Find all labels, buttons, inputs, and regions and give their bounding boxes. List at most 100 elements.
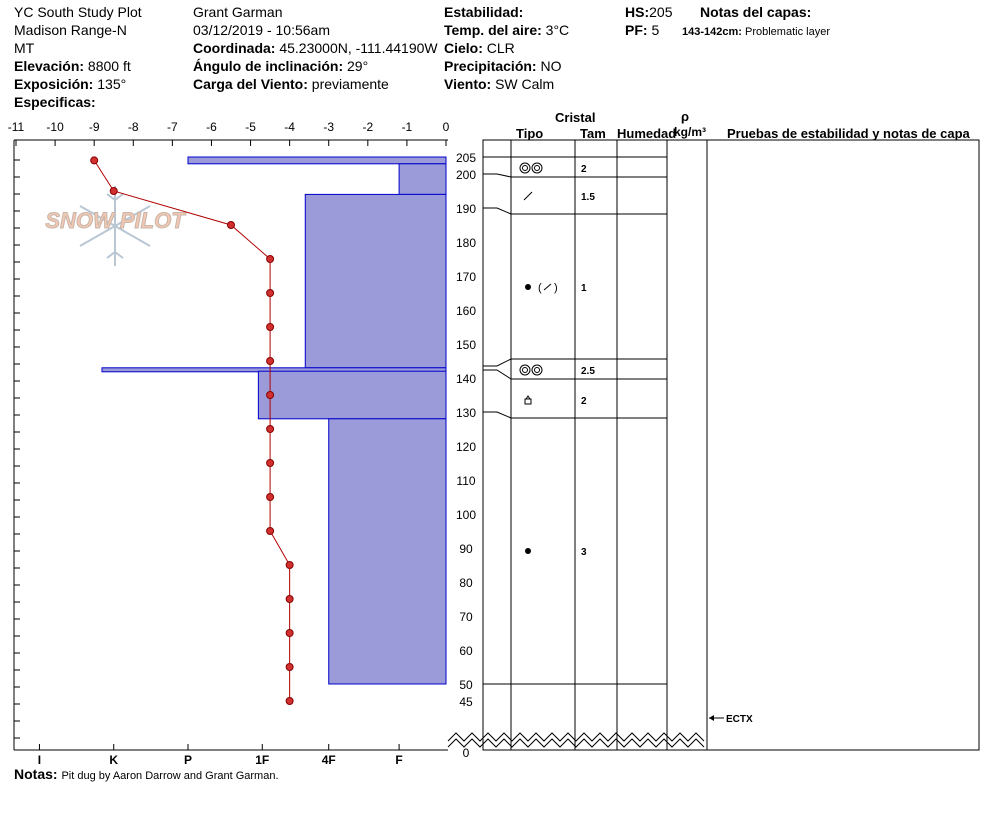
temp-tick-label: -11 [8, 120, 25, 134]
temperature-point [266, 425, 275, 433]
grain-round-dot-icon [525, 548, 531, 554]
notes: Notas: Pit dug by Aaron Darrow and Grant… [14, 766, 279, 785]
sky-row: Cielo: CLR [444, 40, 515, 57]
hardness-tick-label: K [109, 753, 118, 767]
temperature-point [266, 255, 275, 263]
notes-text: Pit dug by Aaron Darrow and Grant Garman… [61, 770, 279, 782]
tests-header: Pruebas de estabilidad y notas de capa [727, 126, 970, 141]
pf-label: PF: [625, 22, 648, 38]
air-temp-row: Temp. del aire: 3°C [444, 22, 569, 39]
hardness-bar [257, 370, 447, 420]
temperature-point [285, 561, 294, 569]
height-tick-label: 45 [459, 695, 473, 709]
height-tick-label: 50 [459, 678, 473, 692]
height-tick-label: 190 [456, 202, 476, 216]
hardness-tick-label: P [184, 753, 192, 767]
air-temp-label: Temp. del aire: [444, 22, 542, 38]
scale-break-zigzag [447, 738, 705, 748]
height-tick-label: 90 [459, 542, 473, 556]
hardness-bar [398, 163, 447, 195]
height-tick-label: 110 [456, 474, 475, 488]
rounds-inner-ring [522, 165, 528, 171]
hs-value: 205 [649, 4, 673, 20]
hardness-bar [328, 418, 447, 685]
grain-rounded-decomposing-icon: () [525, 282, 558, 294]
temp-tick-label: -9 [89, 120, 100, 134]
density-unit-header: kg/m³ [674, 125, 707, 139]
elevation-value: 8800 ft [87, 58, 131, 74]
height-tick-label: 205 [456, 151, 476, 165]
height-tick-label: 150 [456, 338, 476, 352]
height-tick-label: 60 [459, 644, 473, 658]
height-tick-label: 200 [456, 168, 476, 182]
aspect-label: Exposición: [14, 76, 94, 92]
round-dot [525, 284, 531, 290]
rounds-outer-ring [531, 364, 543, 376]
specifics-label: Especificas: [14, 94, 96, 110]
height-tick-label: 130 [456, 406, 476, 420]
pf-value: 5 [651, 22, 660, 38]
elevation-label: Elevación: [14, 58, 85, 74]
observation-datetime: 03/12/2019 - 10:56am [193, 22, 330, 38]
round-dot [525, 548, 531, 554]
hs-label: HS: [625, 4, 650, 20]
notes-label: Notas: [14, 766, 58, 782]
height-tick-label: 80 [459, 576, 473, 590]
hardness-tick-label: F [395, 753, 402, 767]
temp-tick-label: -10 [46, 120, 64, 134]
rho-header: ρ [681, 109, 690, 124]
test-arrow-head [709, 715, 714, 721]
range-name: Madison Range-N [14, 22, 127, 38]
temperature-point [285, 629, 294, 637]
temperature-point [266, 357, 275, 365]
temp-tick-label: -8 [128, 120, 139, 134]
slope-value: 29° [347, 58, 369, 74]
height-tick-label: 170 [456, 270, 476, 284]
observer-name: Grant Garman [193, 4, 283, 20]
height-tick-label: 160 [456, 304, 476, 318]
temp-tick-label: -6 [206, 120, 217, 134]
grain-decomposing-icon [523, 191, 533, 201]
snowflake-icon [79, 186, 151, 266]
grain-size-label: 2.5 [581, 366, 595, 377]
temperature-profile-line [93, 160, 291, 701]
hardness-tick-label: 1F [255, 753, 269, 767]
rounds-outer-ring [519, 162, 531, 174]
layer-connector [483, 358, 512, 367]
temperature-point [266, 289, 275, 297]
layer-connector [483, 173, 512, 178]
temp-tick-label: -3 [323, 120, 334, 134]
crystal-header: Cristal [555, 110, 596, 125]
elevation-row: Elevación: 8800 ft [14, 58, 131, 75]
coordinate-row: Coordinada: 45.23000N, -111.44190W [193, 40, 438, 57]
slope-row: Ángulo de inclinación: 29° [193, 58, 368, 75]
layer-connector [483, 369, 512, 380]
grain-rounds-icon [519, 364, 543, 376]
rounds-inner-ring [522, 367, 528, 373]
paren-left-glyph: ( [538, 282, 542, 294]
hs-row: HS:205 [625, 4, 672, 21]
rounds-inner-ring [534, 165, 540, 171]
grain-size-label: 3 [581, 547, 587, 558]
grain-faceted-icon [524, 395, 532, 405]
temperature-point [266, 391, 275, 399]
temperature-point [90, 156, 99, 165]
sky-label: Cielo: [444, 40, 483, 56]
size-header: Tam [580, 126, 606, 141]
temperature-point [109, 187, 118, 195]
height-tick-label: 120 [456, 440, 476, 454]
temp-tick-label: -4 [284, 120, 295, 134]
hardness-tick-label: 4F [322, 753, 336, 767]
site-name: YC South Study Plot [14, 4, 142, 20]
aspect-value: 135° [97, 76, 127, 92]
watermark-text: SNOW PILOT [45, 208, 186, 233]
temperature-point [266, 459, 275, 467]
hardness-bar [187, 156, 447, 165]
slope-label: Ángulo de inclinación: [193, 58, 344, 74]
layer-notes-label: Notas del capas: [700, 4, 812, 20]
layer-connector [483, 411, 512, 419]
precip-row: Precipitación: NO [444, 58, 561, 75]
stability-label: Estabilidad: [444, 4, 524, 20]
temp-tick-label: 0 [443, 120, 450, 134]
layer-note-range: 143-142cm: [682, 26, 742, 38]
